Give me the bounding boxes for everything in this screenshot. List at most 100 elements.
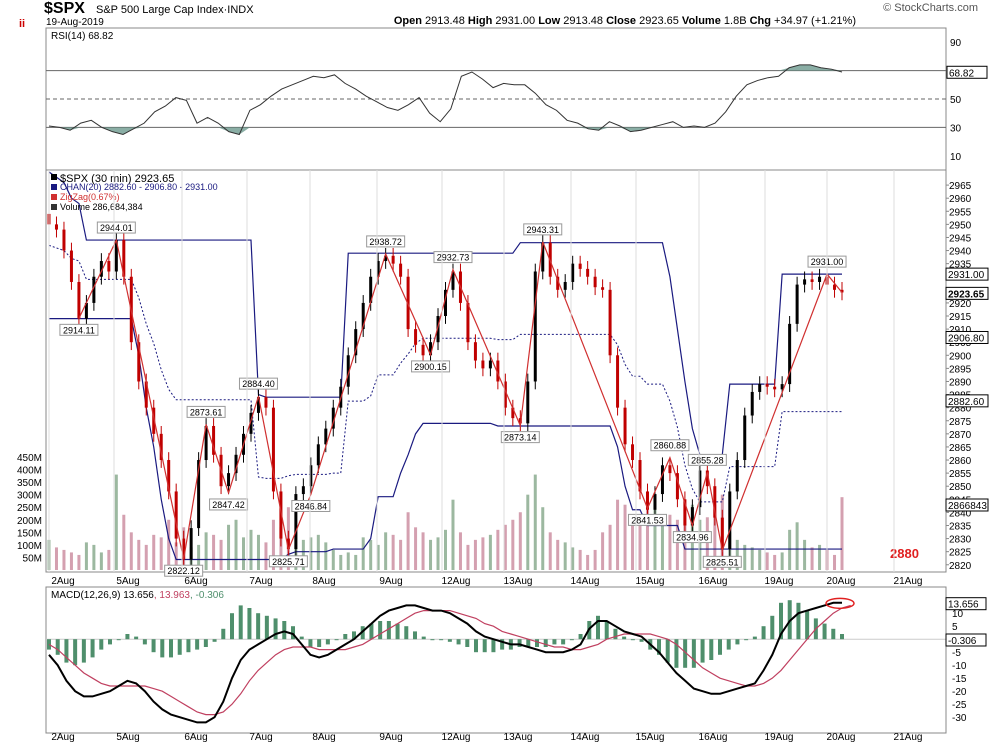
price-candle-body — [197, 460, 201, 529]
volume-bar — [481, 537, 485, 570]
macd-histogram-bar — [709, 639, 714, 660]
price-candle-body — [675, 473, 679, 500]
macd-histogram-bar — [430, 639, 435, 641]
volume-bar — [840, 497, 844, 570]
price-legend-swatch — [51, 204, 57, 210]
volume-bar — [159, 537, 163, 570]
price-annotation-label: 2834.96 — [676, 533, 709, 543]
date-tick-label: 7Aug — [249, 576, 272, 587]
volume-bar — [144, 544, 148, 570]
price-candle-body — [264, 397, 268, 408]
macd-histogram-bar — [604, 621, 609, 640]
volume-bar — [84, 542, 88, 570]
macd-histogram-bar — [691, 639, 696, 668]
macd-histogram-bar — [160, 639, 165, 658]
volume-bar — [638, 519, 642, 570]
macd-histogram-bar — [221, 628, 226, 640]
flag-marker[interactable]: ii — [19, 18, 26, 30]
price-tick-label: 2870 — [949, 430, 972, 441]
macd-histogram-bar — [674, 639, 679, 668]
price-candle-body — [212, 425, 216, 455]
macd-histogram-bar — [395, 623, 400, 640]
macd-tick-label: 10 — [952, 609, 964, 620]
macd-histogram-bar — [613, 628, 618, 640]
price-candle-body — [750, 391, 754, 416]
macd-histogram-bar — [317, 639, 322, 647]
price-tag-label: 2923.65 — [948, 289, 985, 300]
volume-tick-label: 250M — [17, 503, 42, 514]
price-candle-body — [616, 355, 620, 408]
macd-histogram-bar — [264, 615, 269, 640]
macd-date-tick-label: 13Aug — [504, 732, 533, 743]
price-annotation-box — [59, 323, 99, 336]
price-candle-body — [204, 425, 208, 461]
volume-bar — [578, 549, 582, 570]
volume-bar — [473, 539, 477, 570]
macd-histogram-bar — [700, 639, 705, 663]
price-annotation-box — [209, 498, 249, 511]
price-candle-body — [294, 494, 298, 550]
ohlc-value-high: 2931.00 — [492, 15, 539, 27]
price-annotation-box — [96, 221, 136, 234]
price-candle-body — [645, 491, 649, 510]
price-candle-body — [399, 263, 403, 277]
macd-histogram-bar — [779, 602, 783, 640]
macd-date-tick-label: 6Aug — [184, 732, 207, 743]
price-annotation-label: 2873.61 — [190, 407, 223, 417]
price-candle-body — [496, 360, 500, 382]
volume-bar — [376, 544, 380, 570]
price-candle-body — [144, 381, 148, 408]
price-tag-label: 2906.80 — [948, 333, 985, 344]
macd-date-tick-label: 21Aug — [894, 732, 923, 743]
ohlc-readout: Open 2913.48 High 2931.00 Low 2913.48 Cl… — [394, 15, 856, 27]
macd-value-box — [945, 633, 987, 647]
price-candle-body — [810, 279, 814, 282]
date-tick-label: 9Aug — [379, 576, 402, 587]
volume-bar — [219, 539, 223, 570]
price-candle-body — [227, 473, 231, 487]
macd-date-tick-label: 5Aug — [116, 732, 139, 743]
price-candle-body — [114, 240, 118, 272]
rsi-tick-label: 50 — [950, 95, 962, 106]
macd-histogram-bar — [186, 639, 191, 653]
price-candle-body — [271, 407, 275, 492]
volume-bar — [264, 542, 268, 570]
price-candle-body — [122, 240, 126, 277]
volume-bar — [69, 552, 73, 570]
price-annotation-box — [627, 513, 667, 526]
macd-histogram-bar — [99, 639, 104, 650]
price-candle-body — [174, 491, 178, 539]
price-candle-body — [765, 384, 769, 387]
ohlc-value-close: 2923.65 — [636, 15, 682, 27]
rsi-tick-label: 90 — [950, 38, 962, 49]
volume-bar — [488, 534, 492, 570]
macd-histogram-bar — [352, 631, 356, 640]
macd-histogram-bar — [622, 636, 627, 640]
macd-histogram-bar — [177, 639, 182, 655]
macd-histogram-bar — [752, 636, 757, 640]
macd-tick-label: -20 — [952, 687, 967, 698]
volume-bar — [436, 537, 440, 570]
volume-bar — [369, 539, 373, 570]
price-annotation-box — [186, 405, 226, 418]
price-annotation-box — [366, 235, 406, 248]
macd-histogram-bar — [230, 613, 234, 640]
price-annotation-box — [268, 555, 308, 568]
volume-bar — [601, 532, 605, 570]
date-tick-label: 12Aug — [442, 576, 471, 587]
price-candle-body — [473, 342, 477, 361]
price-tag-box — [945, 267, 989, 281]
macd-histogram-bar — [596, 615, 600, 640]
macd-tick-label: -25 — [952, 700, 967, 711]
price-candle-body — [638, 460, 642, 492]
volume-bar — [354, 554, 358, 570]
price-candle-body — [586, 268, 590, 277]
price-tick-label: 2955 — [949, 207, 972, 218]
price-candle-body — [788, 323, 792, 385]
volume-bar — [660, 524, 664, 570]
price-candle-body — [668, 465, 672, 474]
price-candle-body — [758, 384, 762, 392]
macd-histogram-bar — [308, 639, 313, 647]
rsi-legend: RSI(14) 68.82 — [51, 31, 114, 42]
